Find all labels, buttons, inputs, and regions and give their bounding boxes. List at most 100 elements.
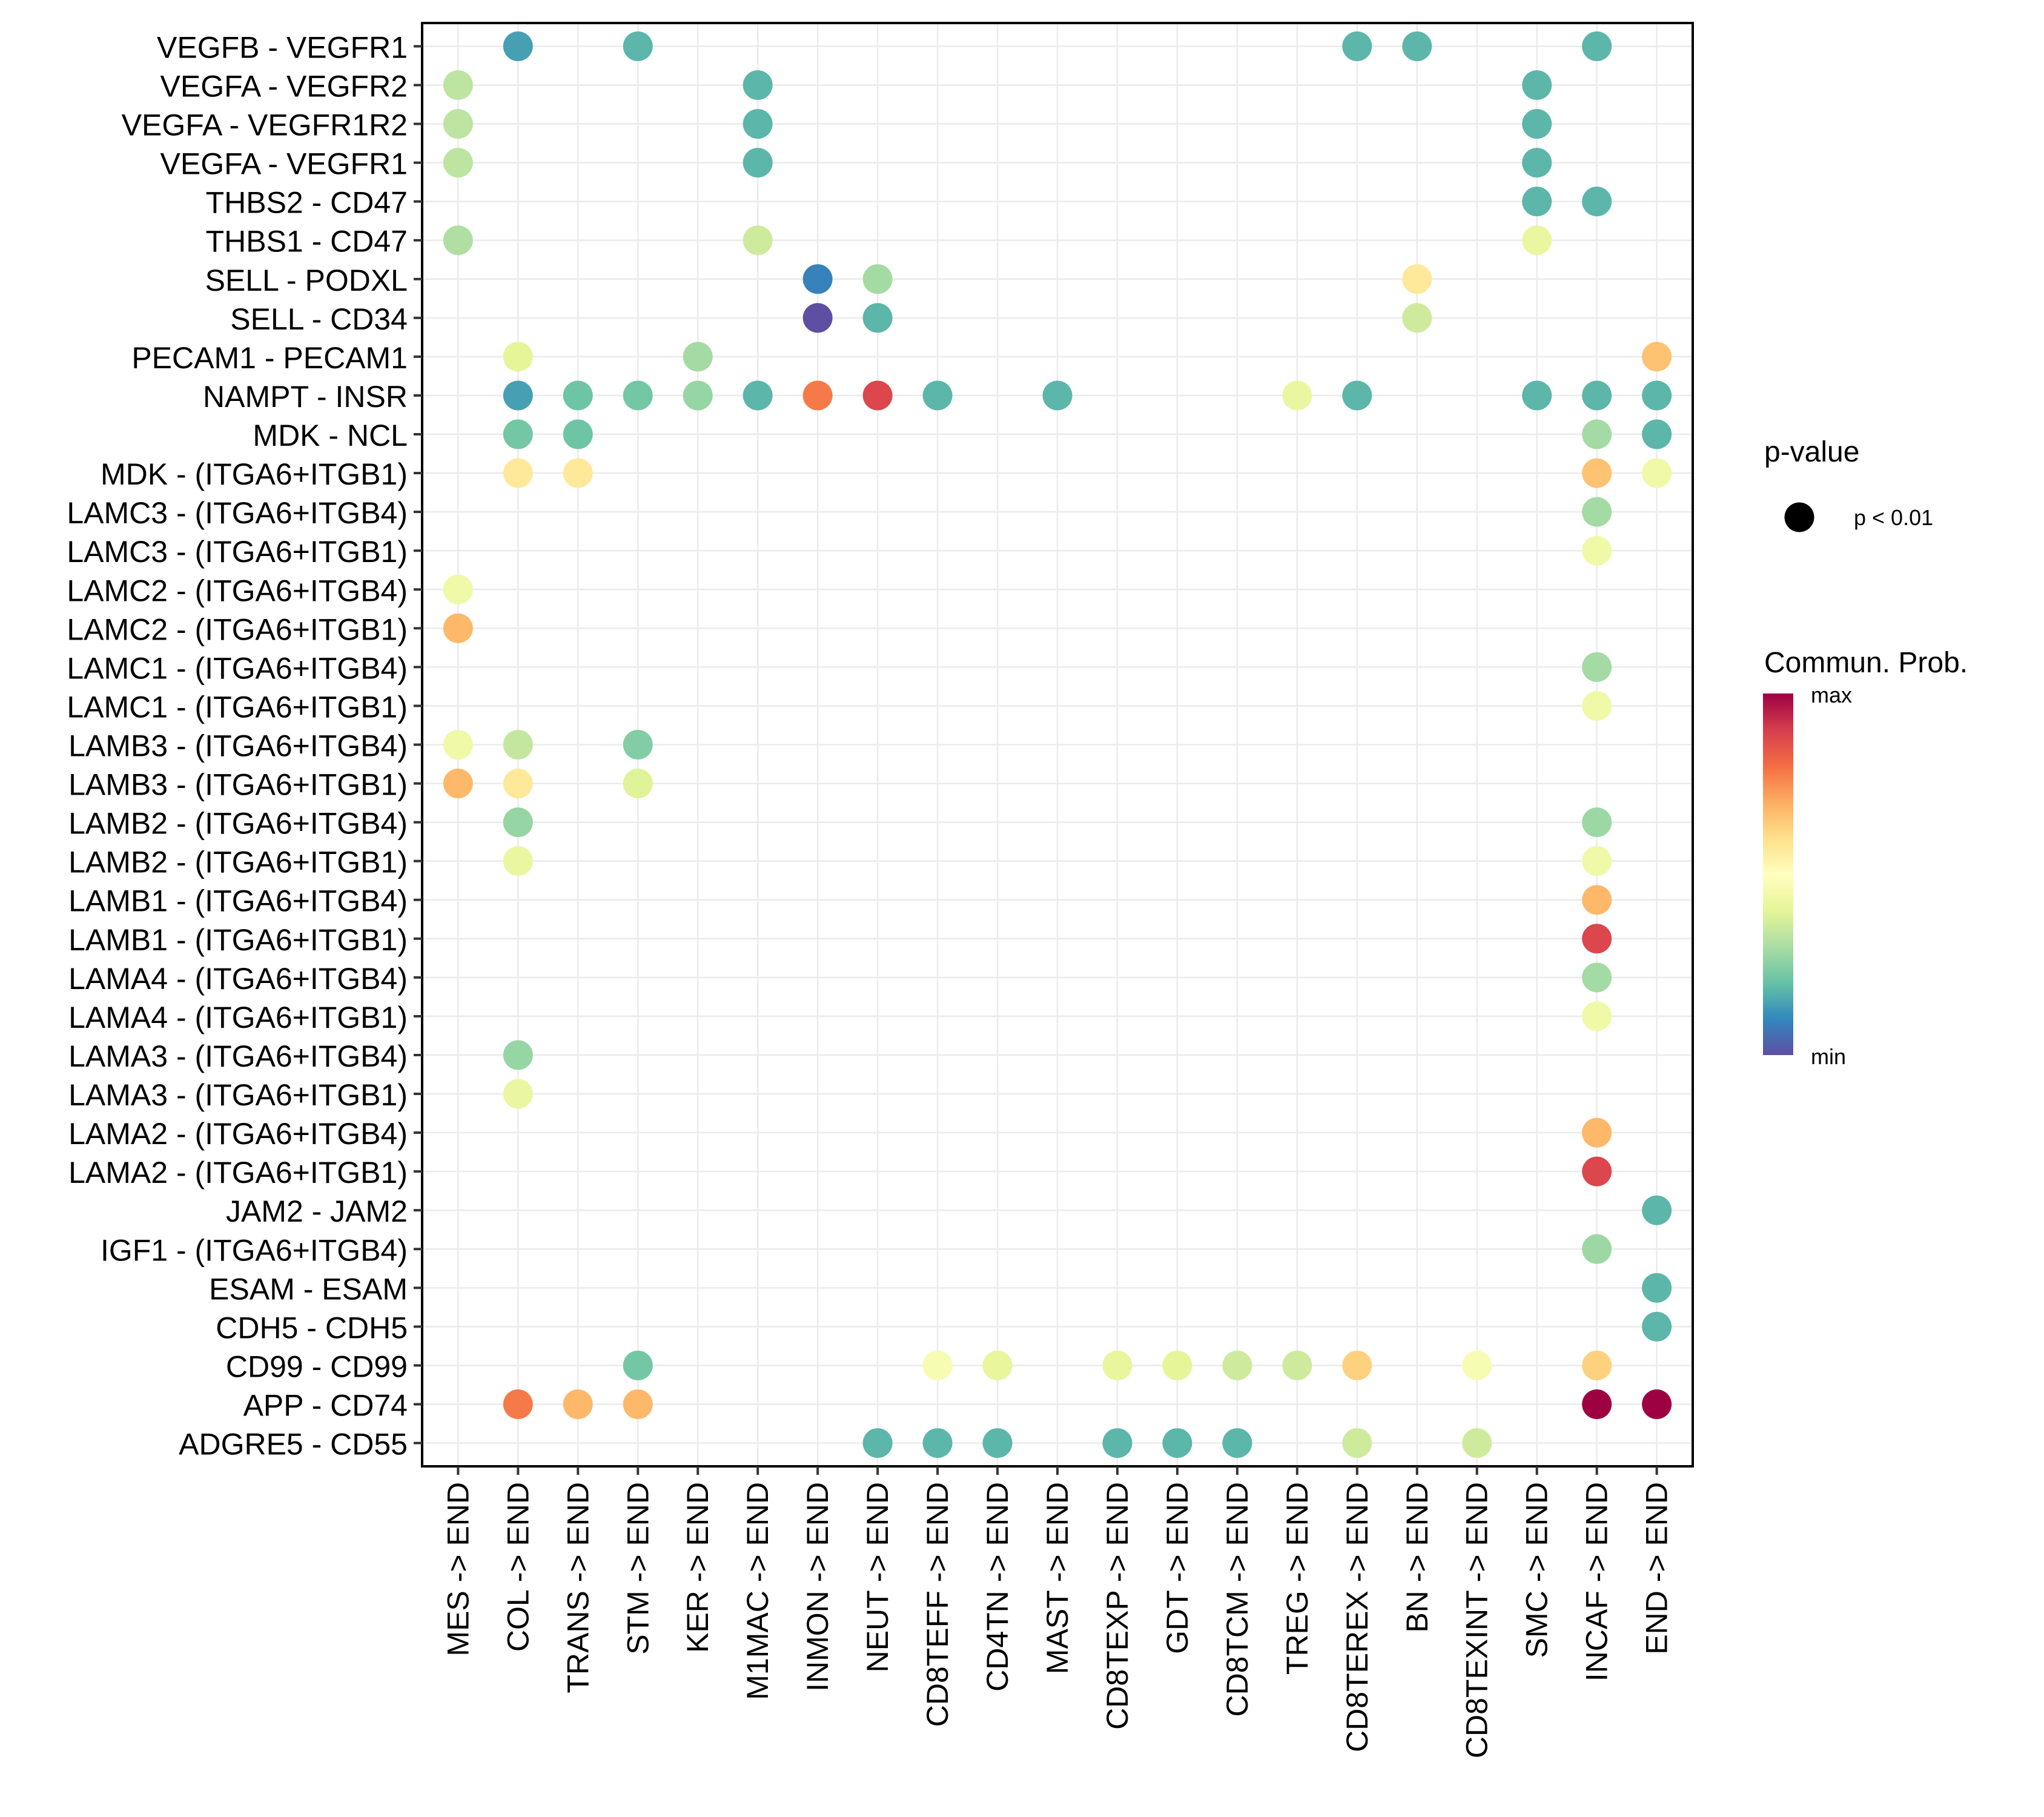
data-point <box>1102 1428 1133 1458</box>
y-tick-label: LAMC1 - (ITGA6+ITGB1) <box>67 690 408 724</box>
data-point <box>1582 419 1612 449</box>
data-point <box>862 380 893 411</box>
pvalue-legend: p-value p < 0.01 <box>1764 436 1933 532</box>
data-point <box>1282 1350 1312 1380</box>
data-point <box>1222 1428 1252 1458</box>
data-point <box>862 303 893 333</box>
data-point <box>1582 846 1612 876</box>
x-tick-label: TRANS -> END <box>561 1482 595 1693</box>
data-point <box>443 148 473 178</box>
data-point <box>1342 380 1372 411</box>
x-tick-label: TREG -> END <box>1280 1482 1314 1675</box>
data-point <box>802 303 833 333</box>
x-tick-label: NEUT -> END <box>861 1482 895 1672</box>
y-tick-label: LAMA2 - (ITGA6+ITGB1) <box>68 1156 408 1190</box>
data-point <box>1582 924 1612 954</box>
data-point <box>743 225 773 256</box>
data-point <box>1462 1428 1492 1458</box>
x-tick-label: M1MAC -> END <box>741 1482 775 1700</box>
x-tick-label: CD8TEXP -> END <box>1100 1482 1134 1730</box>
data-point <box>563 419 593 449</box>
data-point <box>1342 1350 1372 1380</box>
y-tick-label: PECAM1 - PECAM1 <box>131 341 408 375</box>
data-point <box>1522 70 1552 100</box>
data-point <box>1642 380 1672 411</box>
data-point <box>743 148 773 178</box>
x-tick-label: CD4TN -> END <box>981 1482 1014 1692</box>
data-point <box>443 574 473 604</box>
data-point <box>922 1350 953 1380</box>
y-tick-label: VEGFA - VEGFR1R2 <box>122 108 408 142</box>
y-tick-label: JAM2 - JAM2 <box>226 1194 408 1228</box>
y-tick-label: LAMC2 - (ITGA6+ITGB4) <box>67 574 408 607</box>
x-tick-label: MAST -> END <box>1040 1482 1074 1674</box>
data-point <box>1642 1311 1672 1342</box>
data-point <box>1162 1428 1192 1458</box>
data-point <box>1582 1389 1612 1420</box>
data-point <box>982 1428 1013 1458</box>
data-point <box>1582 187 1612 217</box>
y-tick-label: NAMPT - INSR <box>203 380 408 414</box>
data-point <box>503 31 533 61</box>
y-tick-label: LAMC2 - (ITGA6+ITGB1) <box>67 612 408 646</box>
color-legend-min-label: min <box>1811 1044 1846 1069</box>
y-tick-label: LAMC1 - (ITGA6+ITGB4) <box>67 651 408 685</box>
data-point <box>1522 187 1552 217</box>
y-tick-label: MDK - NCL <box>253 419 408 452</box>
y-tick-label: THBS2 - CD47 <box>206 186 408 220</box>
y-tick-label: APP - CD74 <box>243 1389 408 1423</box>
data-point <box>1642 458 1672 488</box>
data-point <box>1582 962 1612 993</box>
y-tick-label: SELL - PODXL <box>205 263 408 297</box>
data-point <box>1582 31 1612 61</box>
data-point <box>743 109 773 139</box>
data-point <box>503 730 533 760</box>
data-point <box>623 380 653 411</box>
pvalue-legend-dot <box>1784 502 1814 532</box>
data-point <box>862 1428 893 1458</box>
data-point <box>1402 264 1432 294</box>
data-point <box>503 1079 533 1109</box>
data-point <box>1522 225 1552 256</box>
y-tick-label: LAMB2 - (ITGA6+ITGB1) <box>68 846 408 879</box>
data-point <box>623 1350 653 1380</box>
y-tick-label: LAMA4 - (ITGA6+ITGB4) <box>68 962 408 996</box>
data-point <box>623 769 653 799</box>
data-point <box>1042 380 1073 411</box>
y-axis: VEGFB - VEGFR1 VEGFA - VEGFR2 VEGFA - VEGF… <box>67 30 422 1461</box>
x-tick-label: SMC -> END <box>1520 1482 1554 1658</box>
data-point <box>503 1389 533 1420</box>
data-point <box>743 70 773 100</box>
data-point <box>623 31 653 61</box>
data-point <box>1582 1117 1612 1148</box>
data-point <box>1522 380 1552 411</box>
data-point <box>563 1389 593 1420</box>
x-tick-label: CD8TEXINT -> END <box>1460 1482 1494 1758</box>
data-point <box>862 264 893 294</box>
color-legend-max-label: max <box>1811 683 1852 707</box>
data-point <box>1222 1350 1252 1380</box>
data-point <box>1582 1001 1612 1031</box>
x-tick-label: STM -> END <box>621 1482 655 1655</box>
data-point <box>922 1428 953 1458</box>
data-point <box>1642 1389 1672 1420</box>
y-tick-label: LAMB3 - (ITGA6+ITGB1) <box>68 768 408 802</box>
x-tick-label: COL -> END <box>501 1482 535 1652</box>
data-point <box>1582 1350 1612 1380</box>
x-tick-label: KER -> END <box>681 1482 715 1653</box>
data-point <box>1402 303 1432 333</box>
y-tick-label: LAMB3 - (ITGA6+ITGB4) <box>68 729 408 763</box>
y-tick-label: LAMC3 - (ITGA6+ITGB4) <box>67 496 408 530</box>
data-point <box>1522 148 1552 178</box>
y-tick-label: SELL - CD34 <box>230 302 408 336</box>
y-tick-label: LAMC3 - (ITGA6+ITGB1) <box>67 535 408 569</box>
data-point <box>503 1040 533 1070</box>
y-tick-label: LAMB2 - (ITGA6+ITGB4) <box>68 807 408 841</box>
data-point <box>443 70 473 100</box>
data-point <box>1582 535 1612 566</box>
data-point <box>743 380 773 411</box>
grid-lines <box>422 23 1693 1466</box>
color-legend: Commun. Prob. max min <box>1763 647 1968 1069</box>
data-point <box>443 613 473 643</box>
